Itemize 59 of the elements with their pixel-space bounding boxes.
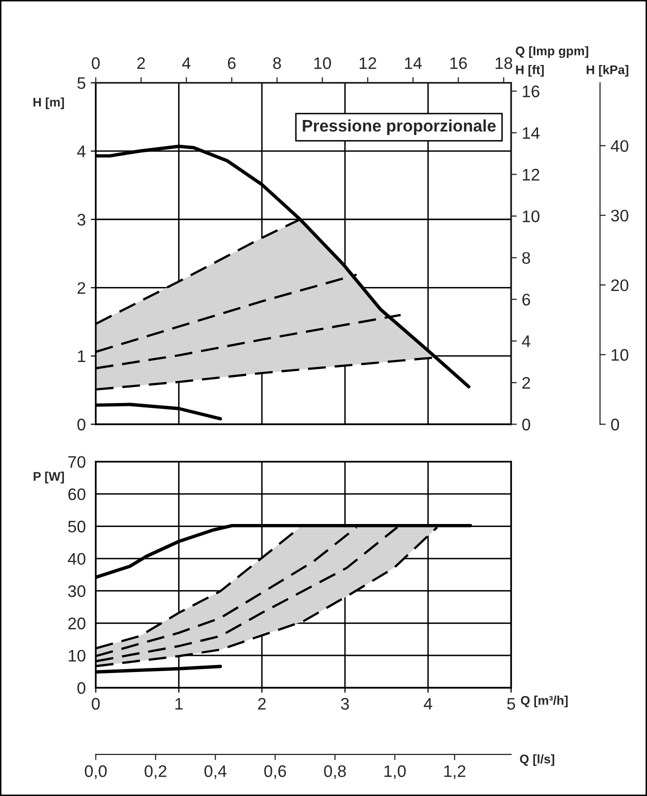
x2-axis-title: Q [Imp gpm]: [516, 46, 588, 58]
y3-tick-label: 20: [611, 279, 628, 292]
y3-tick-label: 10: [612, 349, 628, 361]
x-tick-label: 5: [507, 698, 516, 710]
y-tick-label: 0: [77, 418, 86, 430]
annotation: Pressione proporzionale: [302, 119, 496, 135]
x-tick-label: 4: [424, 698, 432, 710]
x2-tick-label: 1,2: [444, 765, 466, 780]
y-tick-label: 0: [77, 682, 86, 694]
y2-tick-label: 0: [522, 418, 530, 430]
y-tick-label: 3: [77, 214, 86, 226]
x2-tick-label: 18: [496, 57, 512, 70]
x2-tick-label: 10: [314, 57, 331, 70]
y-axis-title: P [W]: [34, 472, 64, 484]
y-tick-label: 1: [78, 350, 86, 362]
y-tick-label: 50: [68, 520, 86, 532]
x2-tick-label: 4: [182, 57, 191, 69]
x2-tick-label: 6: [228, 57, 236, 70]
x2-tick-label: 0,8: [324, 765, 346, 780]
x-tick-label: 1: [175, 698, 183, 710]
y2-tick-label: 14: [522, 127, 540, 139]
x2-tick-label: 0: [92, 57, 100, 70]
y3-tick-label: 0: [611, 418, 620, 430]
y-tick-label: 60: [68, 488, 86, 500]
y-tick-label: 40: [68, 552, 86, 565]
y-tick-label: 20: [68, 618, 86, 630]
x2-tick-label: 14: [405, 57, 422, 69]
y2-axis-title: H [ft]: [516, 65, 544, 77]
y2-tick-label: 6: [522, 294, 530, 306]
x2-tick-label: 1,0: [384, 765, 406, 780]
x2-tick-label: 0,0: [84, 765, 107, 780]
x2-tick-label: 12: [360, 57, 376, 69]
y2-tick-label: 16: [522, 86, 540, 98]
y3-tick-label: 30: [611, 210, 628, 222]
x2-tick-label: 0,4: [204, 765, 226, 780]
y-tick-label: 30: [68, 585, 86, 598]
x2-tick-label: 2: [137, 57, 145, 69]
y-tick-label: 10: [68, 650, 86, 662]
y2-tick-label: 10: [522, 210, 540, 222]
y2-tick-label: 4: [522, 336, 530, 348]
y3-tick-label: 40: [610, 140, 628, 152]
y2-tick-label: 12: [522, 168, 540, 180]
x-tick-label: 3: [340, 698, 349, 710]
x2-tick-label: 0,6: [264, 765, 286, 780]
y-tick-label: 4: [77, 146, 86, 158]
y-tick-label: 70: [68, 456, 86, 468]
y3-axis-title: H [kPa]: [586, 65, 628, 77]
y2-tick-label: 2: [522, 377, 530, 389]
x2-tick-label: 8: [273, 57, 281, 70]
y-tick-label: 5: [77, 77, 86, 89]
x2-tick-label: 16: [450, 57, 467, 70]
x2-axis-title: Q [l/s]: [520, 754, 554, 766]
x-tick-label: 0: [92, 698, 100, 710]
y-tick-label: 2: [78, 282, 86, 294]
y-axis-title: H [m]: [34, 97, 64, 110]
x-tick-label: 2: [258, 698, 266, 710]
y2-tick-label: 8: [522, 252, 530, 264]
x-axis-title: Q [m³/h]: [520, 696, 568, 708]
x2-tick-label: 0,2: [144, 765, 166, 780]
